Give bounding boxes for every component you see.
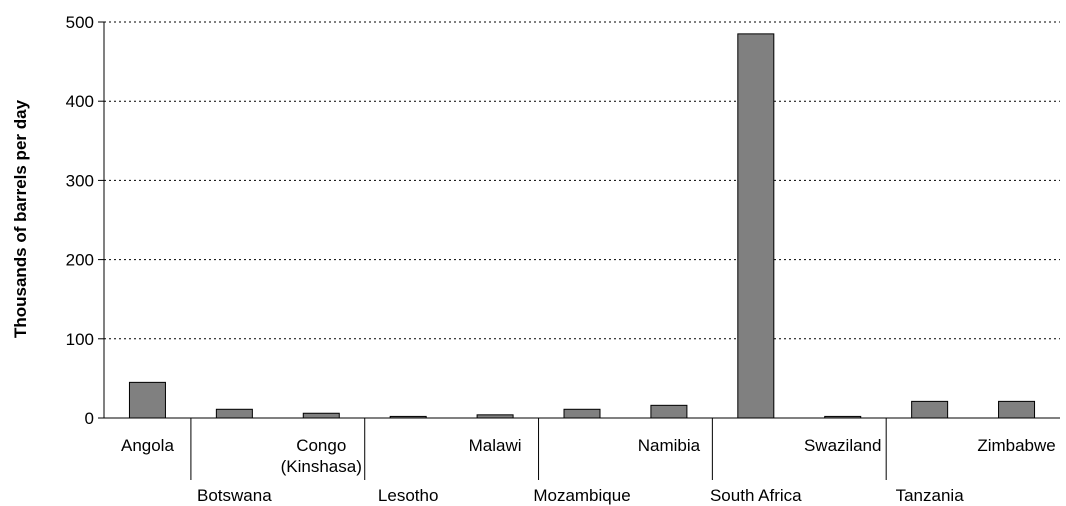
axes [98,21,1060,480]
bar-angola [128,381,166,419]
x-category-label: Angola [121,436,174,455]
gridlines [104,21,1060,340]
y-tick-label: 100 [66,330,94,349]
x-category-label: Namibia [638,436,701,455]
x-category-labels: Angola Botswana Congo (Kinshasa) Lesotho Mala… [121,436,1056,505]
x-category-label: Lesotho [378,486,439,505]
bar-mozambique [563,408,601,419]
x-category-label: Mozambique [533,486,630,505]
bar-south-africa [737,33,775,419]
y-axis-title: Thousands of barrels per day [11,99,30,338]
x-category-label: Tanzania [896,486,965,505]
x-category-label: Zimbabwe [977,436,1055,455]
x-category-label: Botswana [197,486,272,505]
y-tick-labels: 0 100 200 300 400 500 [66,13,94,428]
bar-congo-kinshasa [302,412,340,419]
bar-zimbabwe [998,400,1036,419]
y-tick-label: 400 [66,92,94,111]
x-category-label: Swaziland [804,436,882,455]
bar-namibia [650,404,688,419]
bar-tanzania [911,400,949,419]
x-category-label: South Africa [710,486,802,505]
bar-botswana [215,408,253,419]
bars [128,33,1036,419]
x-category-label: Congo [296,436,346,455]
x-category-label: Malawi [469,436,522,455]
y-tick-label: 500 [66,13,94,32]
x-category-label: (Kinshasa) [281,457,362,476]
y-tick-label: 200 [66,251,94,270]
y-tick-label: 0 [85,409,94,428]
y-tick-label: 300 [66,171,94,190]
